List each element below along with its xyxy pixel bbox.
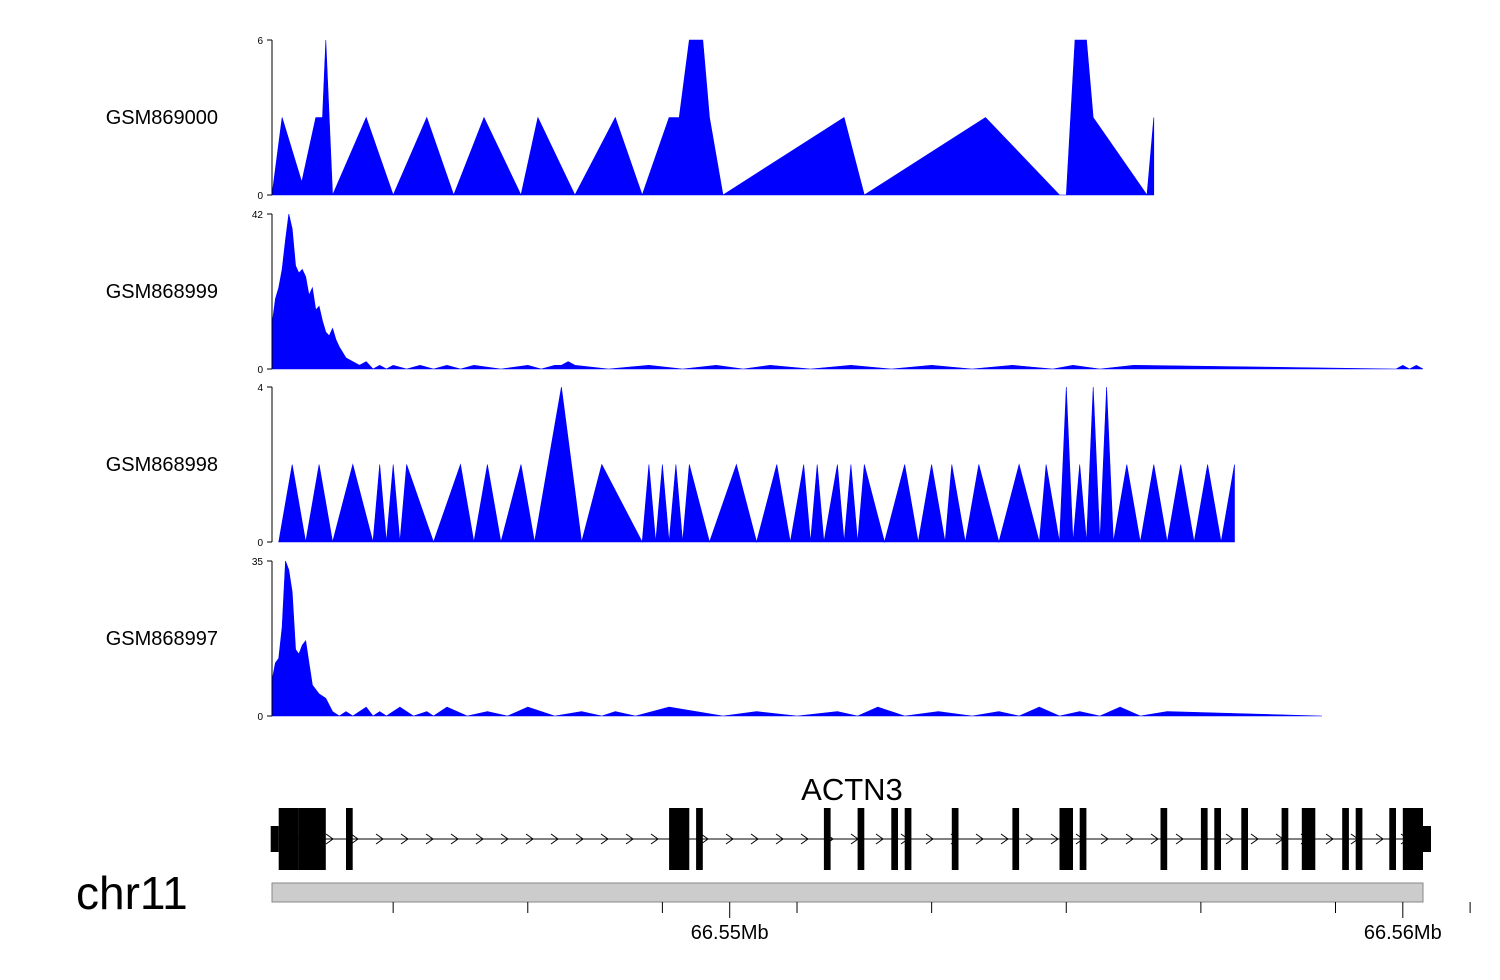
y-tick-label-min: 0 <box>257 365 263 376</box>
exon <box>696 808 703 870</box>
y-tick-label-max: 35 <box>252 557 264 568</box>
exon <box>1200 808 1208 870</box>
exon <box>1079 808 1087 870</box>
y-tick-label-min: 0 <box>257 191 263 202</box>
x-tick-label: 66.55Mb <box>691 922 769 944</box>
strand-arrow <box>450 833 459 845</box>
strand-arrow <box>725 833 734 845</box>
exon <box>891 808 898 870</box>
chromosome-ideogram <box>271 882 1424 903</box>
strand-arrow <box>750 833 759 845</box>
exon <box>669 808 690 870</box>
strand-arrow <box>1325 833 1334 845</box>
strand-arrow <box>1050 833 1059 845</box>
strand-arrow <box>1150 833 1159 845</box>
coverage-area <box>271 39 1155 196</box>
exon <box>1301 808 1316 870</box>
exon <box>278 808 299 870</box>
strand-arrow <box>700 833 709 845</box>
strand-arrow <box>1025 833 1034 845</box>
strand-arrow <box>550 833 559 845</box>
exon <box>904 808 912 870</box>
x-tick-label: 66.56Mb <box>1364 922 1442 944</box>
strand-arrow <box>650 833 659 845</box>
strand-arrow <box>1175 833 1184 845</box>
gene-label: ACTN3 <box>801 772 903 807</box>
strand-arrow <box>625 833 634 845</box>
strand-arrow <box>325 833 334 845</box>
strand-arrow <box>400 833 409 845</box>
exon <box>346 808 353 870</box>
y-tick-label-min: 0 <box>257 712 263 723</box>
exon <box>298 808 326 870</box>
exon <box>1012 808 1020 870</box>
chromosome-label: chr11 <box>76 867 188 919</box>
track-GSM868997: 35 0 GSM868997 <box>106 557 1323 723</box>
track-GSM868998: 4 0 GSM868998 <box>106 383 1235 549</box>
data-tracks: 6 0 GSM869000 42 0 GSM868999 4 0 GSM868998 35 0 GSM… <box>106 36 1424 723</box>
strand-arrow <box>475 833 484 845</box>
strand-arrow <box>1125 833 1134 845</box>
track-label: GSM868999 <box>106 281 218 303</box>
track-GSM869000: 6 0 GSM869000 <box>106 36 1155 202</box>
exon <box>1402 808 1410 870</box>
exon <box>951 808 959 870</box>
exon <box>1241 808 1248 870</box>
strand-arrow <box>1225 833 1234 845</box>
strand-arrow <box>925 833 934 845</box>
y-tick-label-max: 6 <box>257 36 263 47</box>
strand-arrow <box>1100 833 1109 845</box>
strand-arrow <box>600 833 609 845</box>
y-tick-label-max: 42 <box>252 210 264 221</box>
strand-arrow <box>575 833 584 845</box>
exon <box>1281 808 1289 870</box>
strand-arrow <box>375 833 384 845</box>
track-label: GSM868997 <box>106 628 218 650</box>
utr <box>1423 826 1431 852</box>
exon <box>1059 808 1073 870</box>
strand-arrow <box>800 833 809 845</box>
y-tick-label-max: 4 <box>257 383 263 394</box>
exon <box>857 808 865 870</box>
strand-arrow <box>775 833 784 845</box>
coverage-area <box>278 386 1235 544</box>
strand-arrow <box>500 833 509 845</box>
track-label: GSM869000 <box>106 107 218 129</box>
exon <box>823 808 831 870</box>
exon <box>1409 808 1423 870</box>
genome-axis: chr11 66.55Mb 66.56Mb <box>76 867 1471 944</box>
utr <box>270 826 279 852</box>
exon <box>1214 808 1221 870</box>
exon <box>1355 808 1363 870</box>
strand-arrow <box>975 833 984 845</box>
strand-arrow <box>350 833 359 845</box>
exon <box>1389 808 1396 870</box>
coverage-area <box>271 560 1323 717</box>
gene-track: ACTN3 <box>270 772 1431 870</box>
track-GSM868999: 42 0 GSM868999 <box>106 210 1424 376</box>
track-label: GSM868998 <box>106 454 218 476</box>
coverage-area <box>271 213 1424 370</box>
strand-arrow <box>525 833 534 845</box>
strand-arrow <box>875 833 884 845</box>
strand-arrow <box>1375 833 1384 845</box>
exon <box>1160 808 1168 870</box>
y-tick-label-min: 0 <box>257 538 263 549</box>
strand-arrow <box>1000 833 1009 845</box>
strand-arrow <box>425 833 434 845</box>
exon <box>1342 808 1349 870</box>
strand-arrow <box>1250 833 1259 845</box>
